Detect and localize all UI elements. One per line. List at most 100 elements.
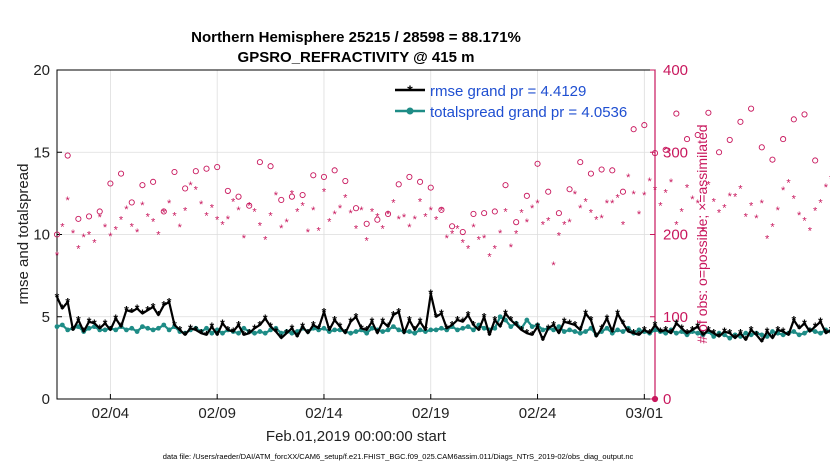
- obs-assimilated-point: *: [263, 234, 268, 246]
- obs-assimilated-point: *: [199, 199, 204, 211]
- obs-assimilated-point: *: [493, 243, 498, 255]
- x-axis-label: Feb.01,2019 00:00:00 start: [266, 428, 447, 445]
- rmse-point: *: [455, 314, 460, 328]
- rmse-point: *: [690, 323, 695, 337]
- rmse-point: *: [290, 322, 295, 336]
- obs-assimilated-point: *: [322, 187, 327, 199]
- obs-possible-point: [812, 157, 819, 164]
- rmse-point: *: [226, 323, 231, 337]
- obs-assimilated-point: *: [236, 205, 241, 217]
- obs-possible-point: [395, 181, 402, 188]
- obs-possible-point: [417, 178, 424, 185]
- obs-possible-point: [224, 187, 231, 194]
- obs-assimilated-point: *: [386, 209, 391, 221]
- rmse-point: *: [525, 327, 530, 341]
- rmse-point: *: [284, 327, 289, 341]
- rmse-point: *: [402, 327, 407, 341]
- legend-label-spread: totalspread grand pr = 4.0536: [430, 104, 627, 121]
- y-axis-label-left: rmse and totalspread: [15, 164, 32, 305]
- obs-assimilated-point: *: [573, 189, 578, 201]
- obs-assimilated-point: *: [615, 192, 620, 204]
- totalspread-point: [609, 330, 615, 336]
- obs-possible-point: [96, 208, 103, 215]
- totalspread-point: [369, 325, 375, 331]
- obs-assimilated-point: *: [637, 209, 642, 221]
- obs-possible-point: [53, 231, 61, 238]
- rmse-point: *: [503, 307, 508, 321]
- obs-assimilated-point: *: [354, 224, 359, 236]
- obs-assimilated-point: *: [252, 206, 257, 218]
- obs-assimilated-point: *: [215, 215, 220, 227]
- obs-assimilated-point: *: [514, 229, 519, 241]
- totalspread-point: [54, 324, 60, 330]
- obs-assimilated-point: *: [792, 193, 797, 205]
- rmse-point: *: [642, 323, 647, 337]
- obs-possible-point: [662, 146, 669, 153]
- y-tick-label: 20: [33, 62, 50, 79]
- obs-assimilated-point: *: [680, 206, 685, 218]
- rmse-point: *: [306, 327, 311, 341]
- rmse-point: *: [311, 318, 316, 332]
- rmse-point: *: [578, 323, 583, 337]
- obs-assimilated-point: *: [802, 216, 807, 228]
- rmse-point: *: [156, 309, 161, 323]
- obs-assimilated-point: *: [669, 177, 674, 189]
- obs-assimilated-point: *: [482, 233, 487, 245]
- totalspread-point: [770, 329, 775, 334]
- obs-assimilated-point: *: [434, 215, 439, 227]
- obs-possible-point: [470, 210, 477, 217]
- obs-assimilated-point: *: [754, 213, 759, 225]
- obs-assimilated-point: *: [82, 232, 87, 244]
- obs-assimilated-point: *: [546, 216, 551, 228]
- obs-possible-point: [192, 168, 199, 175]
- totalspread-point: [572, 329, 578, 334]
- obs-assimilated-point: *: [765, 234, 770, 246]
- obs-assimilated-point: *: [124, 204, 129, 216]
- obs-assimilated-point: *: [487, 252, 492, 264]
- rmse-point: *: [551, 318, 556, 332]
- totalspread-point: [65, 327, 71, 333]
- totalspread-point: [220, 330, 225, 336]
- rmse-point: *: [247, 327, 252, 341]
- totalspread-point: [583, 329, 588, 334]
- obs-possible-point: [374, 216, 381, 223]
- rmse-point: *: [813, 320, 818, 334]
- rmse-line: [56, 292, 830, 343]
- rmse-point: *: [258, 318, 263, 332]
- obs-assimilated-point: *: [519, 207, 524, 219]
- rmse-point: *: [316, 322, 321, 336]
- totalspread-point: [140, 324, 145, 330]
- totalspread-point: [529, 324, 535, 330]
- totalspread-point: [380, 329, 386, 334]
- x-tick-label: 02/14: [305, 405, 343, 422]
- rmse-point: *: [354, 310, 359, 324]
- totalspread-point: [780, 332, 786, 338]
- obs-possible-point: [716, 149, 723, 156]
- rmse-point: *: [775, 323, 780, 337]
- obs-possible-point: [267, 163, 274, 170]
- rmse-point: *: [172, 318, 177, 332]
- data-file-footnote: data file: /Users/raeder/DAI/ATM_forcXX/…: [163, 452, 634, 461]
- obs-assimilated-point: *: [290, 188, 295, 200]
- obs-assimilated-point: *: [284, 217, 289, 229]
- rmse-point: *: [471, 318, 476, 332]
- rmse-point: *: [129, 305, 134, 319]
- x-tick-label: 02/19: [412, 405, 450, 422]
- totalspread-point: [113, 327, 119, 333]
- totalspread-point: [524, 317, 530, 323]
- y-right-tick-label: 400: [663, 62, 688, 79]
- obs-assimilated-point: *: [146, 211, 151, 223]
- rmse-point: *: [177, 323, 182, 337]
- obs-possible-point: [683, 136, 691, 143]
- obs-assimilated-point: *: [455, 224, 460, 236]
- obs-assimilated-point: *: [60, 221, 65, 233]
- rmse-point: *: [386, 320, 391, 334]
- obs-assimilated-point: *: [178, 222, 183, 234]
- obs-assimilated-point: *: [690, 194, 695, 206]
- totalspread-point: [796, 332, 802, 338]
- obs-assimilated-point: *: [365, 235, 370, 247]
- rmse-point: *: [231, 325, 236, 339]
- obs-assimilated-point: *: [194, 184, 199, 196]
- obs-assimilated-point: *: [786, 178, 791, 190]
- obs-assimilated-point: *: [87, 230, 92, 242]
